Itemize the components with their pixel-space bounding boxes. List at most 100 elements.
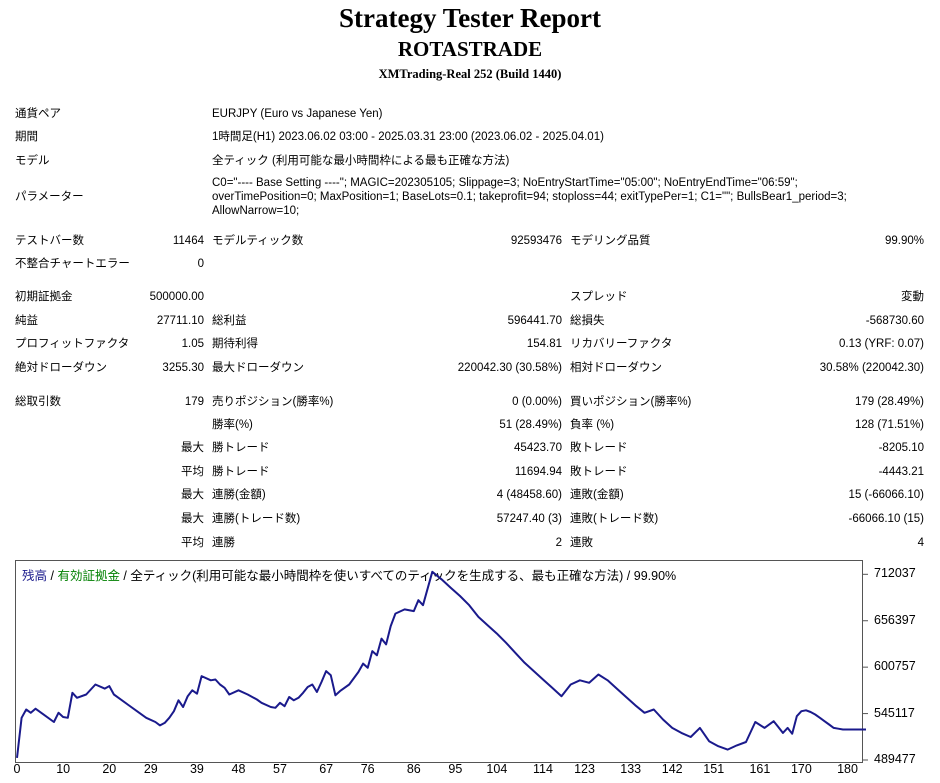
largest-loss-label: 敗トレード — [570, 442, 628, 454]
win-rate-label: 勝率(%) — [212, 419, 253, 431]
rel-drawdown-value: 30.58% (220042.30) — [819, 362, 924, 374]
largest-label: 最大 — [181, 442, 204, 454]
max-cons-count-label: 最大 — [181, 513, 204, 525]
x-tick-label: 114 — [533, 762, 553, 776]
mismatch-value: 0 — [197, 258, 204, 270]
ticks-label: モデルティック数 — [212, 235, 304, 247]
quality-value: 99.90% — [884, 235, 924, 247]
x-tick-label: 20 — [102, 762, 117, 776]
x-tick-label: 67 — [319, 762, 334, 776]
symbol-value: EURJPY (Euro vs Japanese Yen) — [212, 108, 383, 120]
avg-cons-win-label: 連勝 — [212, 537, 235, 549]
average-label: 平均 — [181, 466, 204, 478]
abs-drawdown-label: 絶対ドローダウン — [15, 362, 107, 374]
max-cons-win-count-label: 連勝(トレード数) — [212, 513, 301, 525]
report-title: Strategy Tester Report — [339, 3, 601, 33]
bars-value: 11464 — [172, 235, 204, 247]
params-label: パラメーター — [15, 191, 84, 203]
deposit-label: 初期証拠金 — [15, 291, 73, 303]
avg-cons-loss-value: 4 — [917, 537, 924, 549]
legend-separator: / — [47, 569, 58, 583]
model-label: モデル — [15, 155, 50, 167]
net-profit-value: 27711.10 — [156, 315, 204, 327]
long-positions-label: 買いポジション(勝率%) — [570, 396, 692, 408]
spread-value: 変動 — [901, 291, 924, 303]
avg-loss-value: -4443.21 — [878, 466, 924, 478]
x-tick-label: 48 — [231, 762, 246, 776]
recovery-factor-label: リカバリーファクタ — [570, 338, 673, 350]
legend-equity: 有効証拠金 — [57, 569, 120, 583]
quality-label: モデリング品質 — [570, 235, 651, 247]
profit-factor-label: プロフィットファクタ — [15, 338, 130, 350]
period-label: 期間 — [15, 131, 38, 143]
gross-profit-label: 総利益 — [212, 315, 247, 327]
max-cons-loss-count-value: -66066.10 (15) — [848, 513, 924, 525]
server-info: XMTrading-Real 252 (Build 1440) — [378, 67, 562, 81]
max-cons-amount-label: 最大 — [181, 489, 204, 501]
x-tick-label: 10 — [56, 762, 71, 776]
x-tick-label: 180 — [837, 762, 858, 776]
y-tick-label: 489477 — [874, 752, 916, 766]
model-value: 全ティック (利用可能な最小時間枠による最も正確な方法) — [212, 155, 510, 167]
bars-label: テストバー数 — [15, 235, 84, 247]
largest-win-label: 勝トレード — [212, 442, 270, 454]
avg-win-label: 勝トレード — [212, 466, 270, 478]
x-tick-label: 0 — [13, 762, 21, 776]
params-line-1: C0="---- Base Setting ----"; MAGIC=20230… — [212, 177, 798, 189]
x-tick-label: 170 — [790, 762, 812, 776]
y-tick-label: 712037 — [874, 566, 916, 581]
legend-balance: 残高 — [22, 569, 48, 583]
x-tick-label: 104 — [486, 762, 508, 776]
params-line-3: AllowNarrow=10; — [212, 205, 300, 217]
spread-label: スプレッド — [570, 291, 628, 303]
max-cons-loss-count-label: 連敗(トレード数) — [570, 513, 659, 525]
balance-chart — [15, 560, 863, 763]
x-tick-label: 133 — [620, 762, 642, 776]
gross-loss-value: -568730.60 — [865, 315, 924, 327]
profit-factor-value: 1.05 — [181, 338, 204, 350]
largest-loss-value: -8205.10 — [878, 442, 924, 454]
x-tick-label: 142 — [661, 762, 683, 776]
total-trades-value: 179 — [184, 396, 204, 408]
symbol-label: 通貨ペア — [15, 108, 61, 120]
recovery-factor-value: 0.13 (YRF: 0.07) — [838, 338, 924, 350]
short-positions-value: 0 (0.00%) — [512, 396, 562, 408]
balance-line — [16, 570, 866, 759]
win-rate-value: 51 (28.49%) — [499, 419, 562, 431]
avg-loss-label: 敗トレード — [570, 466, 628, 478]
y-tick-label: 656397 — [874, 612, 916, 627]
expert-name: ROTASTRADE — [397, 37, 543, 61]
rel-drawdown-label: 相対ドローダウン — [570, 362, 662, 374]
avg-win-value: 11694.94 — [514, 466, 562, 478]
gross-loss-label: 総損失 — [570, 315, 605, 327]
long-positions-value: 179 (28.49%) — [854, 396, 924, 408]
x-tick-label: 76 — [360, 762, 375, 776]
mismatch-label: 不整合チャートエラー — [15, 258, 130, 270]
expected-payoff-label: 期待利得 — [212, 338, 258, 350]
loss-rate-label: 負率 (%) — [570, 419, 615, 431]
loss-rate-value: 128 (71.51%) — [854, 419, 924, 431]
x-tick-label: 29 — [143, 762, 158, 776]
abs-drawdown-value: 3255.30 — [162, 362, 204, 374]
max-cons-win-count-value: 57247.40 (3) — [496, 513, 562, 525]
short-positions-label: 売りポジション(勝率%) — [212, 396, 334, 408]
max-drawdown-value: 220042.30 (30.58%) — [457, 362, 562, 374]
chart-legend: 残高 / 有効証拠金 / 全ティック(利用可能な最小時間枠を使いすべてのティック… — [22, 565, 676, 584]
x-tick-label: 151 — [703, 762, 725, 776]
y-tick-label: 545117 — [874, 705, 915, 720]
x-tick-label: 86 — [406, 762, 421, 776]
max-cons-win-amount-label: 連勝(金額) — [212, 489, 266, 501]
avg-cons-win-value: 2 — [555, 537, 562, 549]
avg-cons-loss-label: 連敗 — [570, 537, 593, 549]
y-tick-label: 600757 — [874, 659, 916, 674]
period-value: 1時間足(H1) 2023.06.02 03:00 - 2025.03.31 2… — [212, 131, 604, 143]
net-profit-label: 純益 — [15, 315, 38, 327]
total-trades-label: 総取引数 — [15, 396, 61, 408]
x-tick-label: 123 — [574, 762, 595, 776]
x-tick-label: 39 — [189, 762, 204, 776]
deposit-value: 500000.00 — [149, 291, 204, 303]
gross-profit-value: 596441.70 — [507, 315, 562, 327]
legend-description: / 全ティック(利用可能な最小時間枠を使いすべてのティックを生成する、最も正確な… — [119, 569, 677, 583]
x-tick-label: 161 — [749, 762, 771, 776]
